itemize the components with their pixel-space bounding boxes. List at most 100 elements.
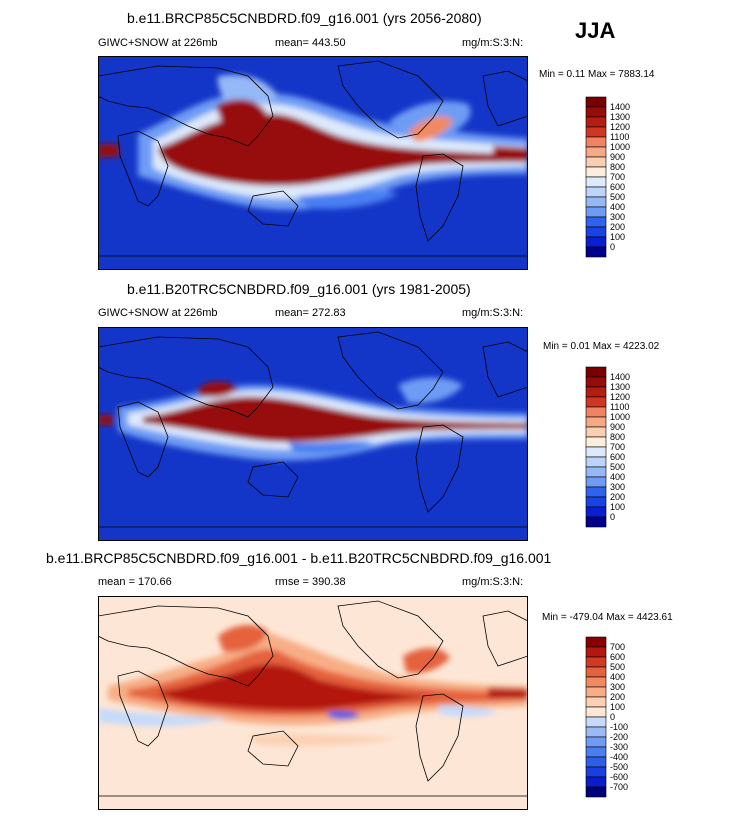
colorbar-box: [585, 516, 607, 528]
colorbar-box: [585, 646, 607, 658]
panel1-variable-label: GIWC+SNOW at 226mb: [98, 37, 218, 49]
panel1-colorbar: 1400130012001100100090080070060050040030…: [585, 96, 630, 258]
panel1-map-frame: [98, 56, 528, 270]
panel3-field-layers: [98, 624, 528, 746]
colorbar-box: [585, 246, 607, 258]
panel3-title: b.e11.BRCP85C5CNBDRD.f09_g16.001 - b.e11…: [46, 550, 552, 566]
colorbar-tick-label: 1400: [610, 102, 630, 112]
colorbar-box: [585, 116, 607, 128]
panel1-map: [98, 56, 528, 270]
colorbar-box: [585, 206, 607, 218]
panel2-mean-label: mean= 272.83: [275, 307, 346, 319]
colorbar-box: [585, 636, 607, 648]
colorbar-tick-label: 1200: [610, 392, 630, 402]
colorbar-tick-label: 1100: [610, 402, 629, 412]
colorbar-box: [585, 386, 607, 398]
colorbar-box: [585, 156, 607, 168]
colorbar-box: [585, 476, 607, 488]
colorbar-tick-label: 1300: [610, 112, 630, 122]
colorbar-tick-label: 600: [610, 182, 625, 192]
colorbar-tick-label: 900: [610, 152, 625, 162]
colorbar-box: [585, 466, 607, 478]
colorbar-tick-label: -200: [610, 732, 628, 742]
panel1-units-label: mg/m:S:3:N:: [462, 37, 524, 49]
panel3-map: [98, 596, 528, 810]
colorbar-tick-label: 200: [610, 222, 625, 232]
panel2-map-frame: [98, 327, 528, 541]
colorbar-tick-label: -700: [610, 782, 628, 792]
panel2-colorbar: 1400130012001100100090080070060050040030…: [585, 366, 630, 528]
colorbar-box: [585, 106, 607, 118]
panel2-variable-label: GIWC+SNOW at 226mb: [98, 307, 218, 319]
colorbar-tick-label: 100: [610, 502, 625, 512]
panel2-title: b.e11.B20TRC5CNBDRD.f09_g16.001 (yrs 198…: [127, 281, 471, 297]
colorbar-tick-label: 1400: [610, 372, 630, 382]
colorbar-tick-label: 300: [610, 212, 625, 222]
colorbar-box: [585, 676, 607, 688]
colorbar-box: [585, 366, 607, 378]
colorbar-tick-label: 500: [610, 192, 625, 202]
colorbar-tick-label: 0: [610, 242, 615, 252]
panel3-minmax: Min = -479.04 Max = 4423.61: [542, 612, 673, 623]
colorbar-tick-label: 1000: [610, 412, 630, 422]
colorbar-tick-label: 400: [610, 472, 625, 482]
colorbar-tick-label: 700: [610, 442, 625, 452]
colorbar-tick-label: 600: [610, 652, 625, 662]
colorbar-tick-label: 0: [610, 712, 615, 722]
colorbar-box: [585, 436, 607, 448]
panel3-units-label: mg/m:S:3:N:: [462, 576, 524, 588]
colorbar-box: [585, 226, 607, 238]
panel2-minmax: Min = 0.01 Max = 4223.02: [543, 341, 660, 352]
colorbar-box: [585, 176, 607, 188]
panel3-coastlines: [98, 600, 528, 797]
colorbar-tick-label: 1000: [610, 142, 630, 152]
colorbar-tick-label: 700: [610, 642, 625, 652]
colorbar-box: [585, 376, 607, 388]
colorbar-box: [585, 416, 607, 428]
colorbar-box: [585, 236, 607, 248]
colorbar-tick-label: 300: [610, 682, 625, 692]
colorbar-tick-label: 500: [610, 462, 625, 472]
colorbar-box: [585, 216, 607, 228]
panel2-coastlines: [98, 331, 528, 528]
colorbar-tick-label: 800: [610, 162, 625, 172]
panel3-map-frame: [98, 596, 528, 810]
colorbar-tick-label: 700: [610, 172, 625, 182]
colorbar-tick-label: 800: [610, 432, 625, 442]
colorbar-box: [585, 706, 607, 718]
colorbar-box: [585, 406, 607, 418]
colorbar-tick-label: 100: [610, 702, 625, 712]
colorbar-box: [585, 746, 607, 758]
colorbar-box: [585, 506, 607, 518]
colorbar-box: [585, 686, 607, 698]
colorbar-box: [585, 486, 607, 498]
colorbar-tick-label: 400: [610, 672, 625, 682]
colorbar-tick-label: 500: [610, 662, 625, 672]
season-label: JJA: [575, 18, 616, 43]
colorbar-tick-label: 100: [610, 232, 625, 242]
colorbar-box: [585, 126, 607, 138]
colorbar-tick-label: 1300: [610, 382, 630, 392]
colorbar-tick-label: -300: [610, 742, 628, 752]
colorbar-box: [585, 766, 607, 778]
panel1-coastlines: [98, 60, 528, 257]
colorbar-box: [585, 456, 607, 468]
colorbar-tick-label: 0: [610, 512, 615, 522]
colorbar-box: [585, 716, 607, 728]
colorbar-box: [585, 726, 607, 738]
colorbar-box: [585, 756, 607, 768]
colorbar-tick-label: 600: [610, 452, 625, 462]
colorbar-box: [585, 446, 607, 458]
colorbar-box: [585, 496, 607, 508]
panel2-units-label: mg/m:S:3:N:: [462, 307, 524, 319]
colorbar-box: [585, 426, 607, 438]
colorbar-box: [585, 656, 607, 668]
colorbar-box: [585, 146, 607, 158]
panel1-mean-label: mean= 443.50: [275, 37, 346, 49]
colorbar-tick-label: 200: [610, 692, 625, 702]
colorbar-tick-label: 300: [610, 482, 625, 492]
colorbar-tick-label: -400: [610, 752, 628, 762]
panel2-map: [98, 327, 528, 541]
colorbar-box: [585, 186, 607, 198]
panel1-title: b.e11.BRCP85C5CNBDRD.f09_g16.001 (yrs 20…: [127, 10, 482, 26]
